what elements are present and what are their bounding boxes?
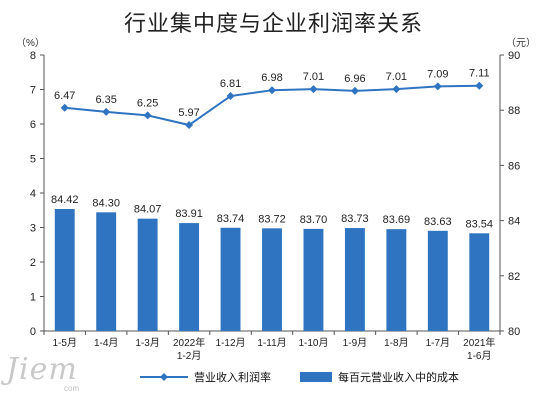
left-tick-label: 2 [30, 257, 36, 269]
line-data-label: 6.35 [95, 94, 116, 106]
left-tick-label: 0 [30, 326, 36, 338]
left-axis-unit: （%） [16, 38, 45, 49]
bar-data-label: 83.54 [466, 218, 494, 230]
line-point [392, 85, 401, 94]
bar-data-label: 83.73 [341, 213, 369, 225]
line-point [143, 111, 152, 120]
right-tick-label: 82 [508, 271, 520, 283]
left-tick-label: 8 [30, 50, 36, 62]
left-tick-label: 7 [30, 85, 36, 97]
right-tick-label: 80 [508, 326, 520, 338]
bar [262, 228, 282, 331]
bar [386, 229, 407, 331]
line-data-label: 7.09 [427, 68, 448, 80]
line-point [226, 92, 235, 101]
line-point [185, 121, 194, 130]
line-point [309, 85, 318, 94]
line-data-label: 7.11 [469, 68, 490, 80]
line-point [475, 81, 484, 90]
left-tick-label: 6 [30, 119, 36, 131]
left-tick-label: 5 [30, 154, 36, 166]
bar-data-label: 84.30 [92, 197, 120, 209]
line-point [268, 86, 276, 95]
legend-label-line: 营业收入利润率 [194, 372, 271, 384]
x-tick-label: 1-9月 [343, 337, 367, 349]
right-tick-label: 84 [508, 216, 520, 228]
legend-label-bar: 每百元营业收入中的成本 [338, 372, 459, 384]
line-data-label: 7.01 [303, 71, 324, 83]
x-tick-label: 1-11月 [257, 337, 286, 349]
bar [344, 228, 365, 331]
line-point [433, 82, 442, 91]
bar [96, 212, 117, 331]
x-tick-label: 1-3月 [135, 337, 159, 349]
bar [469, 233, 490, 331]
legend-item-bar: 每百元营业收入中的成本 [298, 369, 459, 385]
right-tick-label: 88 [508, 105, 520, 117]
watermark-text: com [64, 384, 80, 393]
bar [220, 227, 241, 331]
watermark-logo: Jiem [6, 352, 78, 387]
x-tick-label: 2021年 [463, 336, 495, 349]
left-tick-label: 4 [30, 188, 36, 200]
bar-data-label: 83.70 [300, 214, 328, 226]
line-data-label: 7.01 [386, 71, 407, 83]
x-tick-label: 1-10月 [298, 337, 328, 349]
x-tick-label: 1-4月 [94, 337, 118, 349]
right-tick-label: 86 [508, 160, 520, 172]
right-axis-unit: （元） [506, 38, 536, 49]
line-data-label: 6.47 [54, 90, 75, 102]
x-tick-label: 1-5月 [53, 337, 77, 349]
line-point [60, 103, 69, 112]
line-data-label: 6.96 [344, 73, 365, 85]
line-point [350, 86, 359, 95]
bar-data-label: 83.74 [217, 213, 245, 225]
left-tick-label: 1 [30, 292, 36, 304]
line-data-label: 5.97 [178, 107, 199, 119]
bar [137, 218, 158, 331]
bar-data-label: 84.07 [134, 204, 162, 216]
x-tick-label: 1-2月 [177, 350, 201, 362]
right-tick-label: 90 [508, 50, 520, 62]
legend-item-line: 营业收入利润率 [138, 369, 271, 385]
bar [54, 209, 75, 331]
x-tick-label: 1-12月 [216, 337, 246, 349]
line-marker-icon [140, 373, 188, 381]
line-data-label: 6.98 [261, 72, 282, 84]
line-data-label: 6.25 [137, 97, 158, 109]
chart-title: 行业集中度与企业利润率关系 [123, 12, 423, 37]
left-tick-label: 3 [30, 223, 36, 235]
bar-data-label: 84.42 [51, 194, 79, 206]
x-tick-label: 2022年 [173, 336, 205, 349]
line-point [102, 107, 111, 116]
x-tick-label: 1-8月 [384, 337, 408, 349]
bar-data-label: 83.72 [258, 213, 286, 225]
x-tick-label: 1-6月 [467, 350, 491, 362]
bar-marker-icon [300, 372, 332, 382]
bar-data-label: 83.69 [383, 214, 411, 226]
bar [179, 223, 200, 331]
bar [303, 228, 324, 331]
bar-data-label: 83.91 [175, 208, 203, 220]
line-data-label: 6.81 [220, 78, 241, 90]
x-tick-label: 1-7月 [426, 337, 450, 349]
bar [427, 230, 448, 331]
bar-data-label: 83.63 [424, 216, 452, 228]
